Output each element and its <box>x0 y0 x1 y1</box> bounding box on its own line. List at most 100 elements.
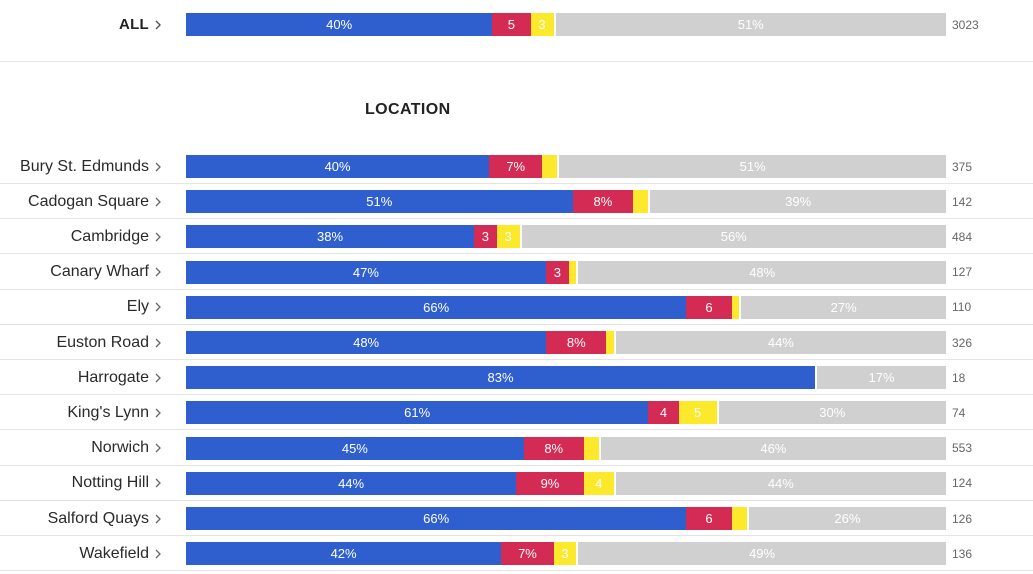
segment-red: 6 <box>686 507 732 530</box>
segment-grey: 17% <box>817 366 946 390</box>
location-label[interactable]: Euston Road <box>0 325 164 360</box>
location-label[interactable]: King's Lynn <box>0 395 164 430</box>
location-label[interactable]: Bury St. Edmunds <box>0 149 164 184</box>
location-stacked-bar: 44% 9% 4 44% <box>186 471 946 495</box>
segment-yellow: 3 <box>530 13 554 36</box>
segment-grey: 49% <box>578 542 946 566</box>
location-label[interactable]: Notting Hill <box>0 466 164 501</box>
segment-blue: 44% <box>186 471 517 495</box>
segment-grey: 51% <box>555 13 946 36</box>
location-label[interactable]: Salford Quays <box>0 501 164 536</box>
segment-blue: 40% <box>186 155 490 178</box>
location-label[interactable]: Cadogan Square <box>0 184 164 219</box>
location-row[interactable]: Canary Wharf 47% 3 48% 127 <box>0 255 1033 290</box>
segment-label: 51% <box>366 194 393 210</box>
segment-red: 5 <box>492 13 531 36</box>
row-divider <box>0 464 1033 466</box>
segment-label: 40% <box>326 17 353 32</box>
segment-label: 51% <box>737 17 764 32</box>
segment-label: 7% <box>506 159 526 174</box>
segment-red: 7% <box>489 155 543 178</box>
segment-label: 66% <box>423 299 450 315</box>
segment-label: 6 <box>705 299 713 315</box>
segment-yellow: 3 <box>496 225 520 249</box>
location-row[interactable]: Bury St. Edmunds 40% 7% 51% 375 <box>0 149 1033 184</box>
location-stacked-bar: 47% 3 48% <box>186 260 946 284</box>
segment-yellow <box>568 260 577 284</box>
location-label-text: Euston Road <box>56 333 149 351</box>
location-label-text: Cadogan Square <box>28 192 149 210</box>
location-row[interactable]: King's Lynn 61% 4 5 30% 74 <box>0 395 1033 431</box>
segment-label: 56% <box>720 229 747 245</box>
location-label[interactable]: Canary Wharf <box>0 255 164 290</box>
location-row[interactable]: Harrogate 83% 17% 18 <box>0 360 1033 396</box>
segment-grey: 56% <box>521 225 946 249</box>
row-divider <box>0 323 1033 325</box>
segment-red: 9% <box>516 471 584 495</box>
location-row[interactable]: Wakefield 42% 7% 3 49% 136 <box>0 536 1033 572</box>
location-label-text: Norwich <box>91 439 149 457</box>
location-label-text: Notting Hill <box>71 474 149 492</box>
overall-label-text: ALL <box>118 16 149 33</box>
chevron-right-icon <box>152 337 164 349</box>
segment-blue: 66% <box>186 295 687 319</box>
row-divider <box>0 394 1033 396</box>
location-count: 136 <box>952 546 973 561</box>
segment-label: 7% <box>518 546 537 562</box>
location-row[interactable]: Cambridge 38% 3 3 56% 484 <box>0 219 1033 255</box>
location-count: 18 <box>952 370 966 385</box>
segment-grey: 27% <box>741 295 946 319</box>
segment-yellow <box>633 190 649 214</box>
location-count: 375 <box>952 159 973 174</box>
segment-label: 3 <box>561 546 569 562</box>
location-stacked-bar: 48% 8% 44% <box>186 331 946 354</box>
location-row[interactable]: Salford Quays 66% 6 26% 126 <box>0 501 1033 536</box>
chevron-right-icon <box>152 513 164 525</box>
segment-yellow: 5 <box>678 401 717 425</box>
location-label[interactable]: Norwich <box>0 431 164 466</box>
location-row[interactable]: Ely 66% 6 27% 110 <box>0 290 1033 325</box>
segment-blue: 83% <box>186 366 816 390</box>
row-divider <box>0 253 1033 255</box>
location-label[interactable]: Ely <box>0 290 164 325</box>
row-divider <box>0 570 1033 572</box>
segment-yellow <box>606 331 614 354</box>
segment-yellow <box>731 295 740 319</box>
location-label[interactable]: Wakefield <box>0 536 164 571</box>
segment-label: 48% <box>749 264 776 280</box>
location-row[interactable]: Norwich 45% 8% 46% 553 <box>0 431 1033 466</box>
segment-label: 44% <box>767 475 794 491</box>
chevron-right-icon <box>152 196 164 208</box>
segment-label: 47% <box>352 264 379 280</box>
overall-row[interactable]: ALL 40% 5 3 51% 3023 <box>0 7 1033 42</box>
location-row[interactable]: Notting Hill 44% 9% 4 44% 124 <box>0 466 1033 501</box>
location-row[interactable]: Cadogan Square 51% 8% 39% 142 <box>0 184 1033 220</box>
overall-label[interactable]: ALL <box>0 7 164 42</box>
segment-label: 49% <box>749 546 776 562</box>
segment-label: 66% <box>423 511 450 526</box>
location-row[interactable]: Euston Road 48% 8% 44% 326 <box>0 325 1033 360</box>
segment-grey: 44% <box>615 471 946 495</box>
location-label-text: King's Lynn <box>67 403 149 421</box>
segment-label: 27% <box>830 299 857 315</box>
segment-yellow <box>731 507 747 530</box>
location-label[interactable]: Harrogate <box>0 360 164 395</box>
segment-red: 7% <box>501 542 554 566</box>
segment-red: 3 <box>474 225 497 249</box>
row-divider <box>0 183 1033 184</box>
segment-red: 4 <box>648 401 679 425</box>
segment-yellow <box>542 155 558 178</box>
segment-yellow <box>583 436 599 460</box>
location-label[interactable]: Cambridge <box>0 219 164 254</box>
segment-label: 5 <box>507 17 515 32</box>
segment-grey: 48% <box>578 260 946 284</box>
segment-label: 8% <box>544 440 564 456</box>
segment-label: 8% <box>593 194 613 210</box>
location-stacked-bar: 38% 3 3 56% <box>186 225 946 249</box>
segment-label: 4 <box>595 475 603 491</box>
segment-blue: 47% <box>186 260 546 284</box>
location-stacked-bar: 66% 6 26% <box>186 507 946 530</box>
location-stacked-bar: 42% 7% 3 49% <box>186 542 946 566</box>
location-count: 126 <box>952 511 973 526</box>
location-stacked-bar: 45% 8% 46% <box>186 436 946 460</box>
